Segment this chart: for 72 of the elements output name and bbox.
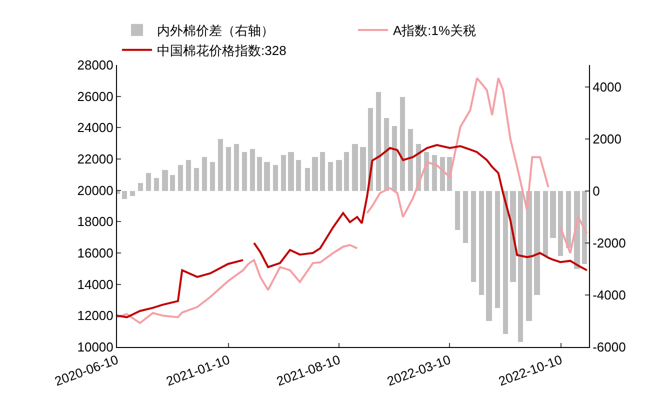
y-tick-label: 26000 (77, 88, 114, 104)
bar (432, 155, 437, 191)
bar (320, 152, 325, 191)
y2-tick-label: -4000 (592, 288, 626, 303)
bar (463, 191, 468, 243)
legend-label: A指数:1%关税 (393, 23, 476, 38)
bar (526, 191, 532, 321)
bar (273, 165, 278, 191)
bar (486, 191, 492, 321)
bar (550, 191, 556, 238)
bar (392, 126, 397, 191)
y2-tick-label: -6000 (592, 340, 626, 355)
bar (328, 162, 333, 191)
bar (344, 152, 349, 191)
bar (170, 175, 175, 191)
bar (534, 191, 540, 295)
bar (186, 160, 191, 191)
y-tick-label: 18000 (77, 214, 114, 230)
y2-tick-label: 0 (592, 184, 600, 199)
bar (296, 160, 301, 191)
bar (376, 92, 381, 191)
bar (194, 168, 199, 191)
bar (242, 152, 247, 191)
legend-label: 中国棉花价格指数:328 (157, 42, 286, 58)
legend-label: 内外棉价差（右轴） (157, 23, 274, 38)
bar (312, 157, 318, 191)
y-tick-label: 14000 (77, 276, 114, 292)
bar (130, 191, 135, 196)
y-tick-label: 24000 (77, 120, 114, 136)
bar (384, 118, 389, 191)
y-tick-label: 20000 (77, 182, 114, 198)
bar (234, 144, 239, 191)
bar (455, 191, 460, 230)
y2-tick-label: 2000 (592, 132, 622, 147)
y-tick-label: 10000 (77, 340, 114, 355)
bar (138, 183, 143, 191)
bar (400, 97, 405, 191)
bar (495, 191, 500, 308)
bar (503, 191, 508, 334)
bar (250, 149, 255, 191)
y-tick-label: 28000 (77, 58, 114, 73)
bar (288, 152, 294, 191)
bar (122, 191, 127, 199)
bar (226, 147, 231, 191)
bar (336, 160, 342, 191)
bar (178, 165, 183, 191)
bar (479, 191, 484, 295)
bar (146, 173, 151, 191)
bar (281, 155, 286, 191)
bar (408, 129, 413, 191)
bar (471, 191, 476, 282)
bar (558, 191, 563, 256)
y2-tick-label: -2000 (592, 236, 626, 251)
y-tick-label: 22000 (77, 152, 114, 167)
bar (518, 191, 523, 342)
bar (360, 147, 366, 191)
bar (210, 162, 215, 191)
y2-tick-label: 4000 (592, 80, 622, 95)
bar (305, 168, 310, 191)
bar (352, 144, 358, 191)
y-tick-label: 16000 (77, 246, 114, 261)
y-tick-label: 12000 (77, 308, 114, 324)
bar (218, 139, 223, 191)
bar (257, 157, 262, 191)
bar (162, 170, 168, 191)
bar (543, 191, 548, 256)
bar (202, 157, 207, 191)
bar (440, 157, 445, 191)
bar (264, 162, 270, 191)
bar (582, 191, 587, 264)
bar (566, 191, 571, 248)
bar (154, 178, 159, 191)
